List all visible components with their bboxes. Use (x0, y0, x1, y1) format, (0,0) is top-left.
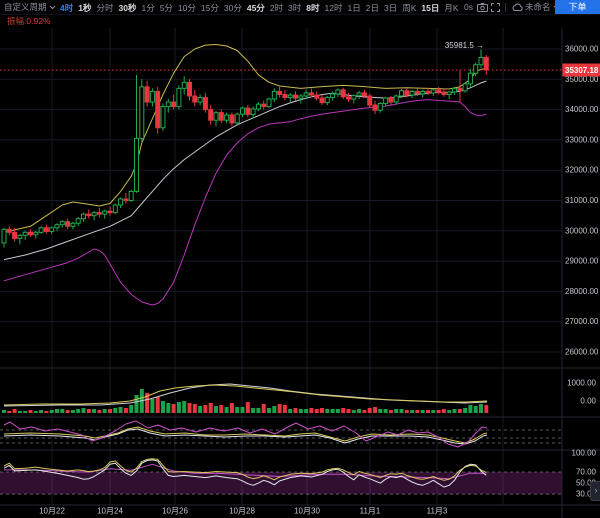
svg-text:50.00: 50.00 (576, 479, 597, 488)
svg-text:100.00: 100.00 (572, 449, 597, 458)
volume-panel (2, 383, 489, 413)
period-button-15分[interactable]: 15分 (200, 3, 219, 13)
camera-icon (476, 2, 488, 12)
svg-text:1000.00: 1000.00 (567, 379, 596, 388)
workspace-name: 未命名 (524, 2, 551, 12)
period-button-2日[interactable]: 2日 (365, 3, 379, 13)
high-annotation: 35981.5 → (445, 41, 484, 50)
svg-text:28000.00: 28000.00 (565, 287, 599, 296)
candles (1, 49, 489, 248)
period-button-8时[interactable]: 8时 (306, 3, 320, 13)
panel-frame (0, 28, 600, 518)
custom-period-label: 自定义周期 (4, 2, 47, 12)
period-button-45分[interactable]: 45分 (246, 3, 265, 13)
chart-area: 35981.5 → 36000.00 35000.00 34000.00 33000.0… (0, 28, 600, 518)
svg-text:33000.00: 33000.00 (565, 135, 599, 144)
amplitude-readout: 振幅:0.92% (7, 15, 50, 27)
svg-text:10月24: 10月24 (97, 507, 123, 516)
svg-text:29000.00: 29000.00 (565, 257, 599, 266)
svg-text:32000.00: 32000.00 (565, 166, 599, 175)
svg-text:26000.00: 26000.00 (565, 348, 599, 357)
svg-text:31000.00: 31000.00 (565, 196, 599, 205)
amplitude-label: 振幅: (7, 15, 27, 26)
svg-text:11月3: 11月3 (427, 507, 448, 516)
period-button-1秒[interactable]: 1秒 (78, 3, 92, 13)
period-button-4时[interactable]: 4时 (60, 3, 74, 13)
svg-text:35000.00: 35000.00 (565, 75, 599, 84)
fullscreen-icon (490, 2, 500, 12)
oscillator-panel (0, 420, 562, 448)
price-axis[interactable]: 36000.00 35000.00 34000.00 33000.00 32000.00… (565, 45, 599, 499)
amplitude-value: 0.92% (26, 15, 51, 26)
price-panel (0, 44, 562, 306)
custom-period-dropdown[interactable]: 自定义周期 (0, 1, 58, 13)
period-button-1日[interactable]: 1日 (347, 3, 361, 13)
svg-text:10月30: 10月30 (294, 507, 320, 516)
period-button-3日[interactable]: 3日 (383, 3, 398, 13)
kdj-panel (0, 458, 562, 495)
period-button-30秒[interactable]: 30秒 (118, 3, 137, 13)
candle-countdown: 0s (464, 2, 473, 12)
info-bar: 振幅:0.92% (0, 14, 600, 27)
period-button-1分[interactable]: 1分 (141, 3, 155, 13)
period-button-2时[interactable]: 2时 (269, 3, 284, 13)
svg-text:35307.18: 35307.18 (565, 66, 599, 75)
period-button-5分[interactable]: 5分 (159, 3, 173, 13)
time-axis[interactable]: 10月22 10月24 10月26 10月28 10月30 11月1 11月3 (39, 507, 448, 516)
svg-text:11月1: 11月1 (360, 507, 381, 516)
svg-text:34000.00: 34000.00 (565, 105, 599, 114)
snapshot-button[interactable] (476, 0, 489, 14)
period-button-30分[interactable]: 30分 (223, 3, 242, 13)
svg-text:35981.5 →: 35981.5 → (445, 41, 484, 50)
period-button-周K[interactable]: 周K (402, 3, 417, 13)
chart-canvas[interactable]: 35981.5 → 36000.00 35000.00 34000.00 33000.0… (0, 28, 600, 518)
svg-text:27000.00: 27000.00 (565, 317, 599, 326)
grid (0, 28, 562, 505)
svg-text:70.00: 70.00 (576, 468, 597, 477)
period-button-分时[interactable]: 分时 (96, 3, 114, 13)
svg-text:0.00: 0.00 (580, 397, 596, 406)
last-price-badge: 35307.18 (562, 63, 600, 77)
toolbar-separator (504, 2, 506, 12)
svg-text:10月22: 10月22 (39, 507, 65, 516)
period-button-10分[interactable]: 10分 (177, 3, 196, 13)
panel-expander-button[interactable]: › (590, 481, 600, 501)
svg-text:10月28: 10月28 (229, 507, 255, 516)
svg-text:10月26: 10月26 (162, 507, 188, 516)
chart-toolbar: 自定义周期 4时 1秒 分时 30秒 1分 5分 10分 15分 30分 45分 2时 3时 8时 12时… (0, 0, 600, 15)
period-button-3时[interactable]: 3时 (288, 3, 302, 13)
svg-text:30.00: 30.00 (576, 490, 597, 499)
svg-text:30000.00: 30000.00 (565, 226, 599, 235)
period-button-12时[interactable]: 12时 (324, 3, 343, 13)
cloud-icon (512, 3, 523, 11)
period-button-月K[interactable]: 月K (444, 3, 459, 13)
place-order-button[interactable]: 下单 (555, 0, 600, 14)
period-button-15日[interactable]: 15日 (421, 3, 440, 13)
fullscreen-button[interactable] (489, 0, 502, 14)
chevron-down-icon (49, 5, 55, 9)
period-buttons: 4时 1秒 分时 30秒 1分 5分 10分 15分 30分 45分 2时 3时 8时 12时 1日 2日 3日… (58, 0, 461, 16)
svg-text:36000.00: 36000.00 (565, 45, 599, 54)
